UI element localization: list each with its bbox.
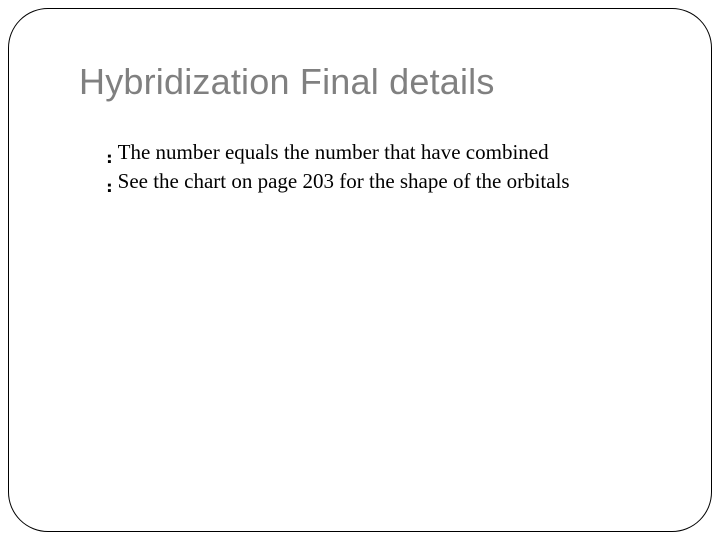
list-item: ⡄ The number equals the number that have… xyxy=(105,139,665,166)
bullet-text: The number equals the number that have c… xyxy=(118,139,549,165)
bullet-icon: ⡄ xyxy=(105,141,118,166)
bullet-icon: ⡄ xyxy=(105,170,118,195)
bullet-text: See the chart on page 203 for the shape … xyxy=(118,168,570,194)
slide-frame: Hybridization Final details ⡄ The number… xyxy=(8,8,712,532)
slide-title: Hybridization Final details xyxy=(79,61,495,103)
list-item: ⡄ See the chart on page 203 for the shap… xyxy=(105,168,665,195)
bullet-list: ⡄ The number equals the number that have… xyxy=(105,139,665,197)
